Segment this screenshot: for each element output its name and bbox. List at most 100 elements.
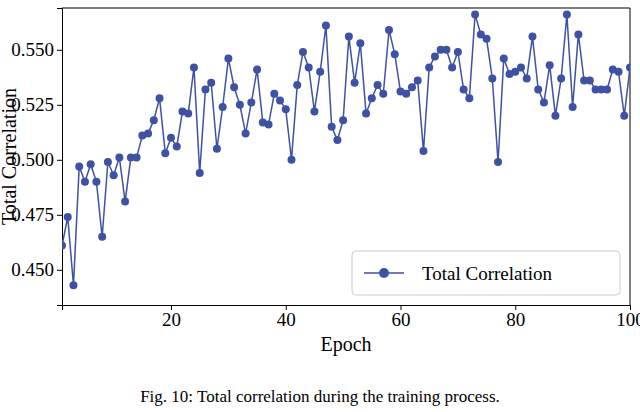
marker: [161, 149, 169, 157]
marker: [196, 169, 204, 177]
axis-line: [57, 9, 63, 306]
marker: [64, 213, 72, 221]
tick-mark: [57, 270, 62, 271]
marker: [253, 66, 261, 74]
marker: [517, 63, 525, 71]
legend-label: Total Correlation: [422, 263, 553, 284]
marker: [121, 198, 129, 206]
marker: [586, 77, 594, 85]
marker: [454, 48, 462, 56]
marker: [173, 143, 181, 151]
marker: [460, 85, 468, 93]
marker: [540, 99, 548, 107]
marker: [385, 26, 393, 34]
marker: [201, 85, 209, 93]
tick: 0.450: [11, 259, 62, 280]
tick-label: 100: [616, 309, 640, 330]
plot-area: [62, 11, 630, 290]
tick-label: 40: [277, 309, 296, 330]
marker: [322, 22, 330, 30]
marker: [316, 68, 324, 76]
tick: 0.550: [11, 39, 62, 60]
marker: [87, 160, 95, 168]
marker: [569, 103, 577, 111]
legend-box: [352, 251, 620, 295]
tick-label: 0.450: [11, 259, 54, 280]
marker: [299, 48, 307, 56]
marker: [471, 11, 479, 19]
legend-marker: [379, 268, 389, 278]
marker: [133, 154, 141, 162]
marker: [75, 162, 83, 170]
y-axis-label: Total Correlation: [0, 88, 20, 225]
marker: [494, 158, 502, 166]
marker: [104, 158, 112, 166]
marker: [368, 94, 376, 102]
legend: Total Correlation: [352, 251, 620, 295]
marker: [242, 129, 250, 137]
marker: [500, 55, 508, 63]
marker: [351, 79, 359, 87]
x-axis-label: Epoch: [320, 333, 371, 356]
tick-mark: [57, 50, 62, 51]
marker: [408, 83, 416, 91]
marker: [557, 74, 565, 82]
marker: [615, 68, 623, 76]
marker: [287, 156, 295, 164]
tick-label: 0.550: [11, 39, 54, 60]
marker: [144, 129, 152, 137]
marker: [425, 63, 433, 71]
marker: [419, 147, 427, 155]
marker: [92, 178, 100, 186]
marker: [98, 233, 106, 241]
marker: [465, 94, 473, 102]
marker: [62, 242, 66, 250]
marker: [167, 134, 175, 142]
marker: [483, 35, 491, 43]
marker: [374, 81, 382, 89]
marker: [190, 63, 198, 71]
marker: [620, 112, 628, 120]
tick-label: 60: [392, 309, 411, 330]
marker: [488, 74, 496, 82]
marker: [224, 55, 232, 63]
marker: [230, 83, 238, 91]
marker: [414, 77, 422, 85]
marker: [603, 85, 611, 93]
marker: [282, 105, 290, 113]
marker: [310, 107, 318, 115]
marker: [115, 154, 123, 162]
marker: [431, 52, 439, 60]
marker: [247, 99, 255, 107]
x-axis: 20 40 60 80 100: [63, 305, 640, 330]
tick-mark: [57, 105, 62, 106]
frame: [630, 8, 631, 305]
tick-label: 20: [162, 309, 181, 330]
marker: [293, 81, 301, 89]
marker: [574, 30, 582, 38]
marker: [328, 123, 336, 131]
marker: [563, 11, 571, 19]
marker: [150, 116, 158, 124]
marker: [448, 63, 456, 71]
marker: [305, 63, 313, 71]
tick-mark: [57, 160, 62, 161]
tick-label: 80: [506, 309, 525, 330]
marker: [219, 103, 227, 111]
marker: [402, 90, 410, 98]
marker: [442, 46, 450, 54]
tick: 20: [162, 305, 181, 330]
marker: [213, 145, 221, 153]
tick: 80: [506, 305, 525, 330]
tick: 60: [392, 305, 411, 330]
marker: [110, 171, 118, 179]
marker: [265, 121, 273, 129]
marker: [626, 63, 630, 71]
marker: [156, 94, 164, 102]
caption: Fig. 10: Total correlation during the tr…: [140, 387, 500, 406]
marker: [339, 116, 347, 124]
marker: [546, 61, 554, 69]
marker: [356, 39, 364, 47]
line: [62, 15, 630, 286]
marker: [236, 101, 244, 109]
